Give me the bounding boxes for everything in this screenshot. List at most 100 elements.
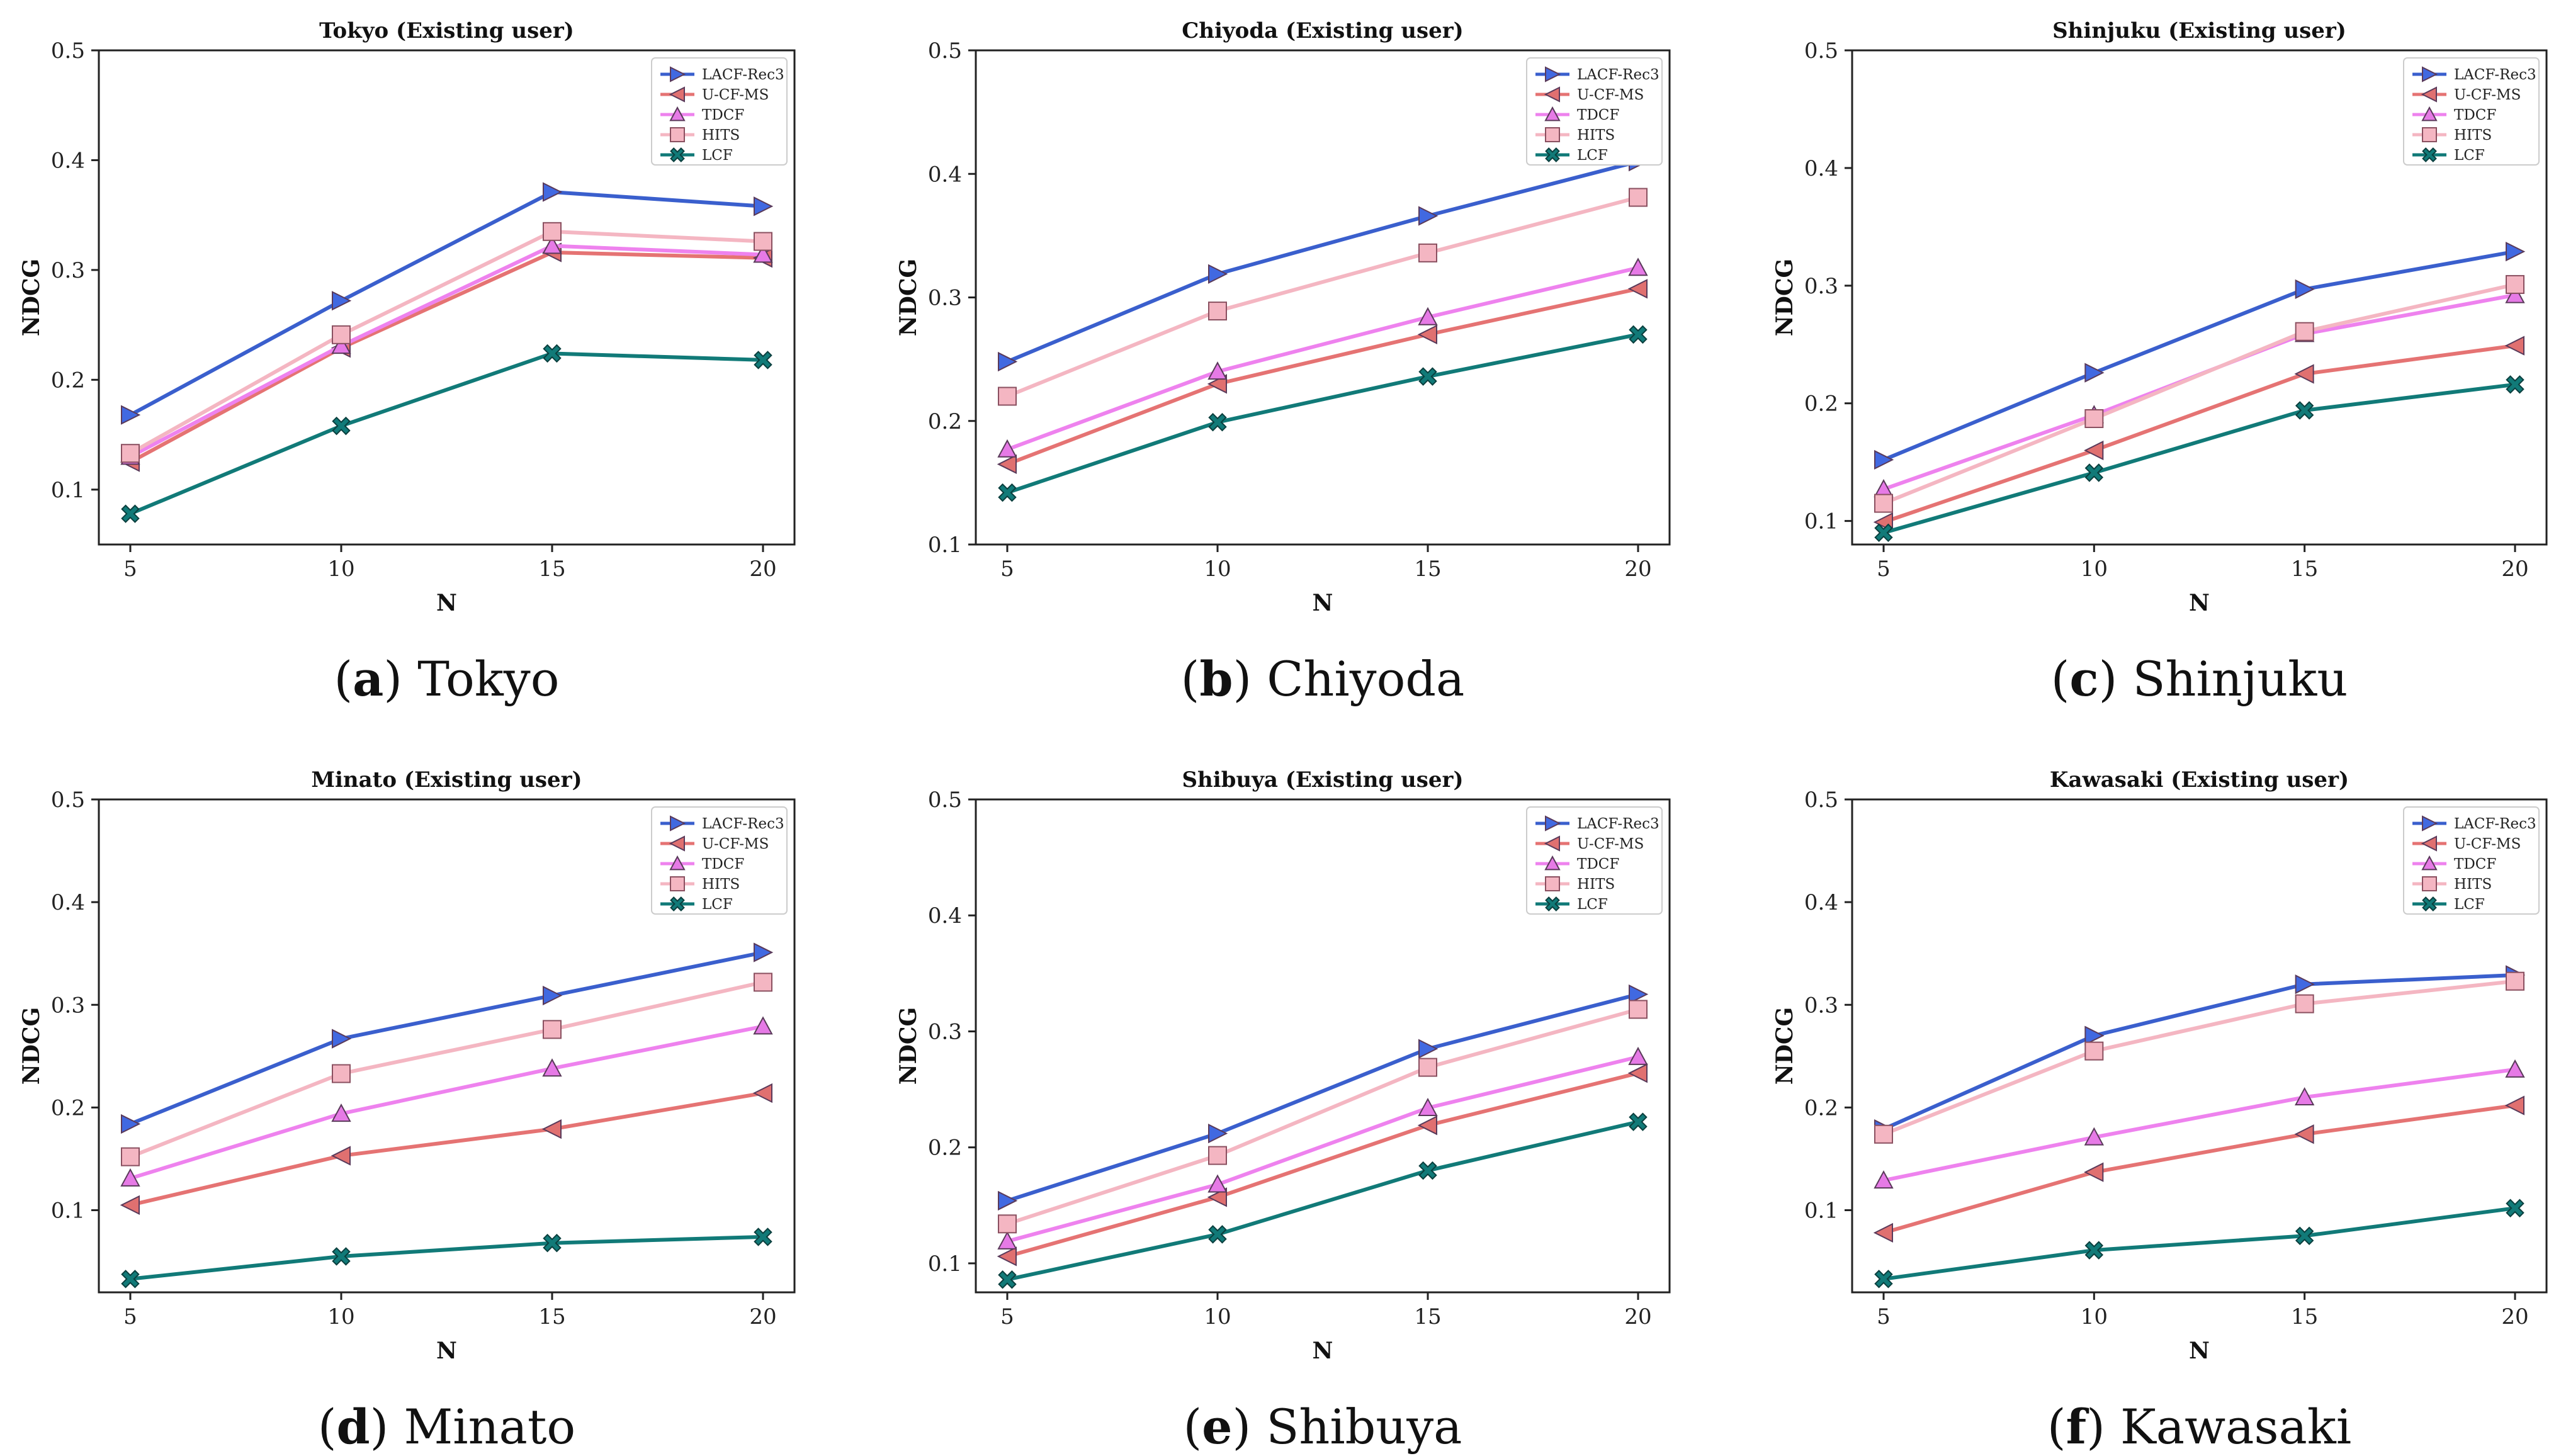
legend-marker [1545,147,1560,162]
x-axis-label: N [2189,1338,2210,1364]
legend-label: LACF-Rec3 [2454,816,2536,832]
caption-paren-close: ) [1233,1399,1267,1455]
x-tick-label: 10 [2081,1304,2108,1329]
y-tick-label: 0.5 [51,38,85,64]
data-point [997,439,1017,458]
series-line [1882,249,2516,462]
y-axis-label: NDCG [895,259,922,337]
chart-title: Tokyo (Existing user) [319,18,574,43]
legend-marker [669,855,686,871]
y-axis-label: NDCG [1772,1007,1798,1085]
caption-letter: f [2066,1399,2089,1455]
data-point [543,985,563,1006]
series-line [1882,979,2516,1136]
plot-frame [98,798,796,1294]
x-tick-label: 5 [1000,1304,1014,1329]
legend-label: U-CF-MS [2454,836,2521,852]
data-point [2084,409,2104,429]
chart-panel-minato: Minato (Existing user) 0.1 0.2 0.3 0.4 0.5 5 10… [18,767,796,1455]
y-tick-label: 0.5 [1804,787,1838,813]
series-line [129,951,764,1126]
legend-label: HITS [1577,127,1615,144]
data-point [2084,440,2104,461]
legend-marker [1544,106,1561,121]
y-tick-label: 0.2 [928,409,962,434]
panel-caption: (e) Shibuya [1184,1399,1462,1455]
data-point [2506,241,2526,262]
series-line [1883,1103,2516,1235]
x-tick-label: 20 [749,556,776,582]
data-point [2505,285,2525,303]
series-hits [121,973,772,1166]
y-tick-label: 0.1 [928,1251,962,1277]
legend-box [651,57,788,166]
data-point [2504,1095,2524,1115]
data-point [2295,1226,2314,1245]
chart-panel-chiyoda: Chiyoda (Existing user) 0.1 0.2 0.3 0.4 0.5 5 1… [895,18,1671,707]
legend-label: U-CF-MS [702,836,769,852]
legend-label: TDCF [1577,856,1619,872]
data-point [1418,307,1438,325]
chart-title: Kawasaki (Existing user) [2050,767,2349,793]
y-tick-label: 0.2 [1804,392,1838,417]
legend-marker [2421,86,2437,103]
series-line [129,229,764,455]
data-point [2295,974,2315,995]
data-point [1208,1146,1227,1165]
y-tick-label: 0.1 [51,1199,85,1224]
data-point [2506,375,2524,394]
chart-panel-shinjuku: Shinjuku (Existing user) 0.1 0.2 0.3 0.4 0.5 5… [1772,18,2548,707]
series-tdcf [1874,1059,2525,1189]
series-line [1882,283,2516,505]
data-point [1874,494,1893,513]
data-point [997,1246,1017,1267]
x-tick-label: 5 [1000,556,1014,582]
series-lacf-rec3 [121,942,774,1134]
caption-letter: a [353,651,383,707]
data-point [121,1270,140,1289]
x-tick-label: 15 [2291,1304,2318,1329]
y-tick-label: 0.1 [1804,509,1838,534]
legend-label: TDCF [1577,107,1619,123]
data-point [1627,1063,1648,1083]
data-point [1417,324,1437,344]
data-point [997,454,1017,475]
x-tick-label: 10 [327,556,354,582]
series-lacf-rec3 [1874,241,2526,470]
legend-box [651,806,788,915]
legend-marker [1545,127,1560,142]
caption-paren-close: ) [1233,651,1267,707]
legend-label: TDCF [2454,856,2496,872]
legend-label: HITS [2454,127,2492,144]
legend-marker [670,66,686,82]
data-point [2084,1241,2104,1260]
data-point [754,942,774,962]
data-point [1208,1123,1228,1144]
chart-title: Shinjuku (Existing user) [2052,18,2346,43]
data-point [1418,206,1439,226]
data-point [2295,322,2314,341]
data-point [1418,1097,1438,1116]
legend-label: LCF [2454,147,2485,164]
series-lcf [1874,1199,2524,1289]
series-lacf-rec3 [121,182,774,425]
data-point [121,444,140,463]
data-point [542,235,562,254]
series-line [129,351,764,516]
chart-title: Chiyoda (Existing user) [1182,18,1464,43]
data-point [2084,463,2104,482]
y-tick-label: 0.2 [51,368,85,393]
legend-marker [1545,876,1560,891]
legend-label: TDCF [2454,107,2496,123]
data-point [120,1195,140,1215]
x-tick-label: 15 [538,556,565,582]
legend-label: LACF-Rec3 [1577,67,1659,83]
legend-label: LCF [702,896,733,913]
data-point [543,344,562,363]
data-point [1207,361,1228,380]
legend-marker [1545,66,1561,82]
caption-paren-close: ) [383,651,417,707]
x-axis-label: N [1313,590,1333,616]
panel-caption: (b) Chiyoda [1181,651,1465,707]
series-u-cf-ms [997,279,1648,475]
